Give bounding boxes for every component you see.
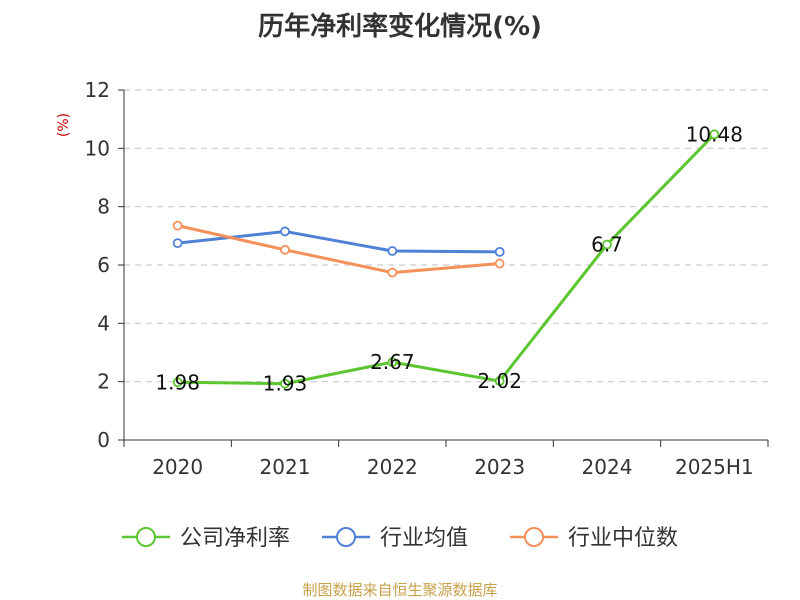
x-tick-label: 2022 <box>367 455 418 479</box>
data-point <box>172 377 183 388</box>
data-label: 1.98 <box>155 370 200 394</box>
y-tick-label: 8 <box>97 195 110 219</box>
data-point <box>280 226 290 237</box>
legend-label: 行业中位数 <box>568 526 678 551</box>
x-tick-label: 2020 <box>152 455 203 479</box>
data-label: 2.02 <box>477 369 522 393</box>
data-point <box>280 378 290 389</box>
data-point <box>387 246 398 256</box>
x-tick-label: 2024 <box>582 455 633 479</box>
series-lines <box>172 129 720 389</box>
y-tick-label: 6 <box>97 253 110 277</box>
legend-marker <box>524 527 544 547</box>
axes: 0 2 4 6 8 10 12 2020 2021 2022 2023 2024 2025H1 <box>85 78 769 479</box>
series-line <box>177 224 500 275</box>
legend-marker <box>336 527 356 547</box>
data-label: 6.7 <box>591 233 623 257</box>
data-point <box>387 357 398 368</box>
data-point <box>172 220 183 231</box>
legend-item[interactable]: 公司净利率 <box>122 526 290 551</box>
y-tick-label: 12 <box>85 78 110 102</box>
data-point <box>172 238 183 249</box>
legend-marker <box>136 527 156 547</box>
source-note: 制图数据来自恒生聚源数据库 <box>302 581 497 599</box>
legend-label: 公司净利率 <box>180 526 290 551</box>
data-point <box>280 244 290 255</box>
x-tick-label: 2025H1 <box>675 455 754 479</box>
y-tick-label: 2 <box>97 370 110 394</box>
data-label: 1.93 <box>263 372 308 396</box>
legend-label: 行业均值 <box>380 526 468 551</box>
data-point <box>709 129 720 140</box>
data-point <box>494 258 505 269</box>
legend-item[interactable]: 行业均值 <box>322 526 468 551</box>
series-line <box>177 133 716 386</box>
data-point <box>494 246 505 257</box>
data-point <box>602 239 612 250</box>
data-point <box>387 267 398 278</box>
data-labels: 1.98 1.93 2.67 2.02 6.7 10.48 <box>155 122 743 395</box>
y-tick-label: 4 <box>97 311 110 335</box>
legend[interactable]: 公司净利率 行业均值 行业中位数 <box>122 526 678 551</box>
y-tick-label: 10 <box>85 136 110 160</box>
x-tick-label: 2023 <box>474 455 525 479</box>
grid-lines <box>124 89 768 383</box>
series-line <box>177 229 500 254</box>
x-tick-label: 2021 <box>260 455 311 479</box>
y-tick-label: 0 <box>97 428 110 452</box>
data-label: 10.48 <box>686 122 743 146</box>
legend-item[interactable]: 行业中位数 <box>510 526 678 551</box>
chart-title: 历年净利率变化情况(%) <box>258 11 542 42</box>
data-point <box>494 376 505 386</box>
y-axis-label: (%) <box>56 113 72 137</box>
data-label: 2.67 <box>370 350 415 374</box>
